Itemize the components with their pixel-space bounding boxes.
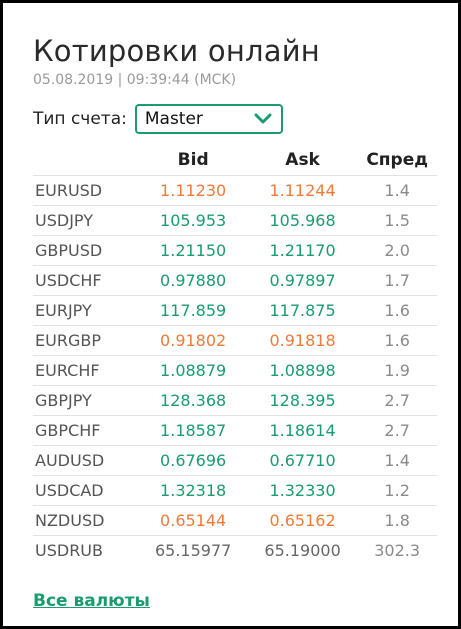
all-currencies-link[interactable]: Все валюты: [33, 591, 150, 611]
ask-value: 0.65162: [247, 505, 358, 536]
ask-value: 1.08898: [247, 355, 358, 386]
quotes-table: Bid Ask Спред EURUSD 1.11230 1.11244 1.4 USD…: [33, 145, 437, 565]
account-type-select[interactable]: Master: [134, 104, 283, 134]
table-header: Bid Ask Спред: [33, 145, 437, 176]
bid-value: 1.32318: [138, 475, 248, 506]
ask-value: 1.18614: [247, 415, 358, 446]
bid-value: 0.65144: [138, 505, 248, 536]
ask-value: 128.395: [247, 385, 358, 416]
table-row: EURCHF 1.08879 1.08898 1.9: [33, 355, 437, 386]
account-type-row: Тип счета: Master: [33, 103, 437, 135]
bid-value: 128.368: [138, 385, 248, 416]
spread-value: 2.7: [357, 385, 437, 416]
spread-value: 1.2: [357, 475, 437, 506]
spread-value: 2.7: [357, 415, 437, 446]
column-header-ask: Ask: [285, 150, 320, 170]
timestamp: 05.08.2019 | 09:39:44 (MCK): [33, 72, 237, 88]
spread-value: 2.0: [357, 235, 437, 266]
table-row: EURJPY 117.859 117.875 1.6: [33, 295, 437, 326]
currency-pair: EURUSD: [33, 175, 139, 206]
ask-value: 0.97897: [247, 265, 358, 296]
bid-value: 65.15977: [154, 541, 232, 560]
currency-pair: USDRUB: [35, 541, 103, 560]
table-row: USDCAD 1.32318 1.32330 1.2: [33, 475, 437, 506]
bid-value: 0.97880: [138, 265, 248, 296]
spread-value: 1.5: [357, 205, 437, 236]
spread-value: 302.3: [374, 541, 421, 560]
table-row: NZDUSD 0.65144 0.65162 1.8: [33, 505, 437, 536]
table-row: USDRUB 65.15977 65.19000 302.3: [33, 536, 437, 566]
quotes-widget: Котировки онлайн 05.08.2019 | 09:39:44 (…: [33, 31, 437, 611]
bid-value: 1.18587: [138, 415, 248, 446]
currency-pair: GBPUSD: [33, 235, 139, 266]
table-row: USDCHF 0.97880 0.97897 1.7: [33, 265, 437, 296]
currency-pair: GBPJPY: [33, 385, 139, 416]
currency-pair: NZDUSD: [33, 505, 139, 536]
page-title: Котировки онлайн: [33, 34, 320, 68]
ask-value: 0.91818: [247, 325, 358, 356]
currency-pair: GBPCHF: [33, 415, 139, 446]
chevron-down-icon: [253, 112, 273, 126]
table-row: AUDUSD 0.67696 0.67710 1.4: [33, 445, 437, 476]
table-row: USDJPY 105.953 105.968 1.5: [33, 205, 437, 236]
spread-value: 1.8: [357, 505, 437, 536]
table-row: GBPJPY 128.368 128.395 2.7: [33, 385, 437, 416]
column-header-bid: Bid: [177, 150, 209, 170]
table-row: EURGBP 0.91802 0.91818 1.6: [33, 325, 437, 356]
ask-value: 117.875: [247, 295, 358, 326]
spread-value: 1.6: [357, 295, 437, 326]
currency-pair: USDCAD: [33, 475, 139, 506]
ask-value: 0.67710: [247, 445, 358, 476]
currency-pair: EURCHF: [33, 355, 139, 386]
ask-value: 1.11244: [247, 175, 358, 206]
spread-value: 1.9: [357, 355, 437, 386]
spread-value: 1.7: [357, 265, 437, 296]
table-row: EURUSD 1.11230 1.11244 1.4: [33, 175, 437, 206]
ask-value: 105.968: [247, 205, 358, 236]
table-row: GBPCHF 1.18587 1.18614 2.7: [33, 415, 437, 446]
spread-value: 1.6: [357, 325, 437, 356]
bid-value: 1.11230: [138, 175, 248, 206]
currency-pair: AUDUSD: [33, 445, 139, 476]
spread-value: 1.4: [357, 445, 437, 476]
bid-value: 1.08879: [138, 355, 248, 386]
currency-pair: USDJPY: [33, 205, 139, 236]
ask-value: 65.19000: [264, 541, 341, 560]
currency-pair: EURGBP: [33, 325, 139, 356]
bid-value: 0.67696: [138, 445, 248, 476]
bid-value: 117.859: [138, 295, 248, 326]
currency-pair: USDCHF: [33, 265, 139, 296]
table-row: GBPUSD 1.21150 1.21170 2.0: [33, 235, 437, 266]
column-header-spread: Спред: [366, 150, 428, 170]
ask-value: 1.32330: [247, 475, 358, 506]
account-type-label: Тип счета:: [33, 109, 127, 129]
spread-value: 1.4: [357, 175, 437, 206]
bid-value: 0.91802: [138, 325, 248, 356]
column-header-pair: [33, 145, 138, 176]
account-type-value: Master: [144, 109, 203, 129]
bid-value: 105.953: [138, 205, 248, 236]
ask-value: 1.21170: [247, 235, 358, 266]
currency-pair: EURJPY: [33, 295, 139, 326]
bid-value: 1.21150: [138, 235, 248, 266]
